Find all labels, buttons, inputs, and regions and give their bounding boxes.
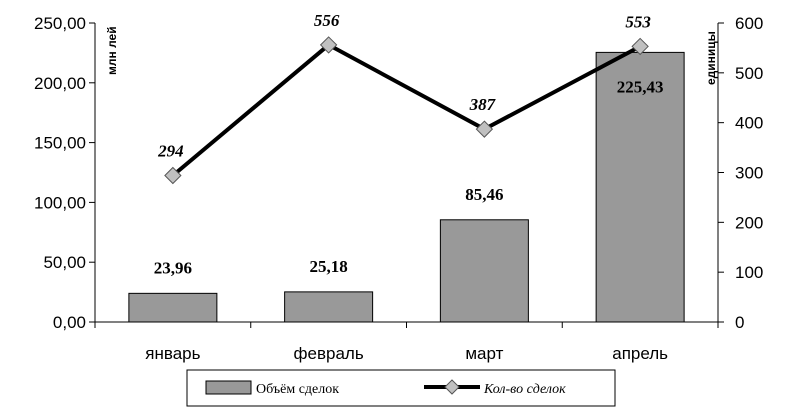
line-marker-март [475,120,494,138]
legend-diamond-marker [444,379,460,395]
y-right-tick-label: 300 [735,164,763,183]
legend-line-label: Кол-во сделок [483,382,566,397]
y-left-tick-label: 250,00 [34,14,86,33]
bar-value-label: 85,46 [465,185,503,204]
bar-value-label: 23,96 [154,258,192,277]
y-right-tick-label: 600 [735,14,763,33]
legend: Объём сделок Кол-во сделок [186,369,616,407]
y-right-tick-label: 0 [735,313,744,332]
y-left-axis-title: млн лей [105,26,119,75]
line-marker-апрель [631,37,649,56]
axes: 0,00 50,00 100,00 150,00 200,00 250,00 0 100 200… [34,14,763,363]
x-tick-label: март [465,344,503,363]
y-right-tick-label: 500 [735,64,763,83]
x-tick-label: январь [145,344,200,363]
y-left-tick-label: 100,00 [34,193,86,212]
y-left-tick-label: 0,00 [53,313,86,332]
line-marker-январь [164,166,182,185]
line-path [171,42,642,178]
bar-апрель [595,51,685,323]
legend-bar-label: Объём сделок [256,382,339,397]
line-series [164,36,649,185]
y-right-tick-label: 200 [735,213,763,232]
bar-январь [128,292,218,323]
line-value-label: 387 [469,95,497,114]
bar-февраль [284,291,374,323]
bar-series [128,51,685,323]
data-labels: 23,96 25,18 85,46 225,43 294 556 387 553 [154,11,664,277]
bar-март [439,219,529,323]
bar-value-label: 25,18 [310,257,348,276]
line-value-label: 294 [157,141,184,160]
line-marker-февраль [319,36,338,54]
y-right-axis-title: единицы [704,31,718,85]
y-left-tick-label: 150,00 [34,134,86,153]
y-left-tick-label: 50,00 [43,253,86,272]
y-left-tick-label: 200,00 [34,74,86,93]
legend-bar-swatch [205,380,252,395]
y-right-tick-label: 400 [735,114,763,133]
line-value-label: 556 [314,11,340,30]
line-value-label: 553 [625,12,651,31]
x-tick-label: февраль [294,344,364,363]
legend-box [186,369,616,407]
x-tick-label: апрель [612,344,668,363]
bar-value-label: 225,43 [617,77,664,96]
y-right-tick-label: 100 [735,263,763,282]
